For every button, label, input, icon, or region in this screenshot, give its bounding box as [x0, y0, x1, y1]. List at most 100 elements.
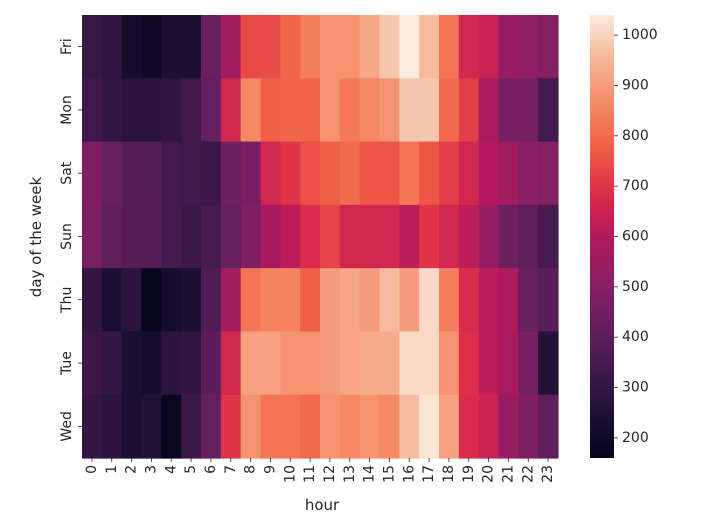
heatmap-cell-mon-19 — [458, 78, 480, 143]
heatmap-cell-mon-2 — [121, 78, 143, 143]
x-tick-label-16: 16 — [401, 465, 417, 483]
heatmap-cell-sun-23 — [538, 204, 559, 269]
heatmap-cell-tue-19 — [458, 331, 480, 396]
heatmap-cell-tue-12 — [320, 331, 341, 396]
heatmap-cell-sat-23 — [538, 141, 559, 206]
heatmap-cell-mon-23 — [538, 78, 559, 143]
heatmap-cell-mon-15 — [379, 78, 400, 143]
heatmap-cell-tue-21 — [498, 331, 519, 396]
heatmap-cell-fri-3 — [141, 15, 162, 79]
x-tick-label-21: 21 — [500, 465, 516, 483]
heatmap-cell-mon-13 — [339, 78, 361, 143]
colorbar-tick-label-900: 900 — [622, 77, 649, 93]
heatmap-cell-tue-23 — [538, 331, 559, 396]
heatmap-cell-sat-5 — [181, 141, 202, 206]
heatmap-cell-wed-19 — [458, 394, 480, 459]
heatmap-cell-fri-0 — [82, 15, 103, 79]
heatmap-cell-mon-8 — [240, 78, 262, 143]
heatmap-cell-mon-0 — [82, 78, 103, 143]
heatmap-cell-tue-11 — [300, 331, 321, 396]
heatmap-cell-thu-17 — [419, 268, 440, 333]
heatmap-cell-thu-1 — [101, 268, 123, 333]
y-axis-title: day of the week — [27, 177, 45, 298]
heatmap-cell-wed-8 — [240, 394, 262, 459]
x-tick-label-3: 3 — [143, 465, 159, 474]
heatmap-cell-sun-18 — [439, 204, 460, 269]
x-tick-label-6: 6 — [203, 465, 219, 474]
heatmap-cell-wed-14 — [359, 394, 381, 459]
heatmap-cell-mon-17 — [419, 78, 440, 143]
heatmap-cell-tue-13 — [339, 331, 361, 396]
heatmap-cell-tue-4 — [161, 331, 182, 396]
heatmap-cell-mon-1 — [101, 78, 123, 143]
heatmap-cell-sun-6 — [201, 204, 222, 269]
heatmap-cell-fri-6 — [201, 15, 222, 79]
heatmap-cell-fri-14 — [359, 15, 381, 79]
heatmap-cell-tue-3 — [141, 331, 162, 396]
heatmap-cell-fri-17 — [419, 15, 440, 79]
heatmap-cell-sat-10 — [280, 141, 301, 206]
heatmap-cell-sat-1 — [101, 141, 123, 206]
heatmap-cell-sat-18 — [439, 141, 460, 206]
heatmap-cell-sat-15 — [379, 141, 400, 206]
heatmap-cell-mon-14 — [359, 78, 381, 143]
heatmap-cell-tue-17 — [419, 331, 440, 396]
heatmap-cell-tue-16 — [399, 331, 420, 396]
heatmap-cell-tue-6 — [201, 331, 222, 396]
heatmap-cell-fri-8 — [240, 15, 262, 79]
heatmap-cell-tue-9 — [260, 331, 281, 396]
heatmap-cell-wed-11 — [300, 394, 321, 459]
heatmap-cell-wed-7 — [220, 394, 242, 459]
heatmap-cell-sat-7 — [220, 141, 242, 206]
heatmap-cell-fri-10 — [280, 15, 301, 79]
heatmap-cell-sun-1 — [101, 204, 123, 269]
heatmap-cell-sat-9 — [260, 141, 281, 206]
heatmap-cell-mon-16 — [399, 78, 420, 143]
heatmap-cell-tue-22 — [518, 331, 539, 396]
heatmap-cell-wed-22 — [518, 394, 539, 459]
heatmap-cell-mon-7 — [220, 78, 242, 143]
heatmap-cell-wed-15 — [379, 394, 400, 459]
heatmap-cell-sun-3 — [141, 204, 162, 269]
heatmap-cell-fri-22 — [518, 15, 539, 79]
heatmap-cell-tue-20 — [478, 331, 500, 396]
heatmap-cell-tue-1 — [101, 331, 123, 396]
heatmap-cell-mon-18 — [439, 78, 460, 143]
heatmap-cell-fri-13 — [339, 15, 361, 79]
heatmap-cell-sat-4 — [161, 141, 182, 206]
heatmap-cell-wed-6 — [201, 394, 222, 459]
heatmap-cell-sat-21 — [498, 141, 519, 206]
heatmap-cell-wed-3 — [141, 394, 162, 459]
heatmap-cell-mon-20 — [478, 78, 500, 143]
heatmap-cell-thu-12 — [320, 268, 341, 333]
x-tick-label-7: 7 — [223, 465, 239, 474]
x-tick-label-19: 19 — [461, 465, 477, 483]
heatmap-cell-wed-1 — [101, 394, 123, 459]
heatmap-cell-tue-15 — [379, 331, 400, 396]
heatmap-cell-sat-13 — [339, 141, 361, 206]
heatmap-cell-tue-5 — [181, 331, 202, 396]
x-tick-label-8: 8 — [243, 465, 259, 474]
heatmap-cell-thu-6 — [201, 268, 222, 333]
heatmap-cell-sat-8 — [240, 141, 262, 206]
heatmap-cell-tue-14 — [359, 331, 381, 396]
y-tick-label-mon: Mon — [59, 95, 75, 125]
heatmap-cell-sun-4 — [161, 204, 182, 269]
heatmap-cell-fri-23 — [538, 15, 559, 79]
colorbar-tick-label-300: 300 — [622, 380, 649, 396]
heatmap-cell-thu-7 — [220, 268, 242, 333]
y-tick-label-wed: Wed — [59, 411, 75, 442]
colorbar-ticks: 200 300 400 500 600 700 800 900 1000 — [614, 27, 658, 446]
heatmap-cell-sun-9 — [260, 204, 281, 269]
heatmap-cell-thu-5 — [181, 268, 202, 333]
heatmap-cell-sat-2 — [121, 141, 143, 206]
heatmap-cell-fri-20 — [478, 15, 500, 79]
heatmap-cell-tue-18 — [439, 331, 460, 396]
x-tick-label-17: 17 — [421, 465, 437, 483]
heatmap-cell-fri-16 — [399, 15, 420, 79]
heatmap-cell-sun-17 — [419, 204, 440, 269]
colorbar-tick-label-1000: 1000 — [622, 27, 658, 43]
heatmap-cell-mon-11 — [300, 78, 321, 143]
heatmap-cell-sun-22 — [518, 204, 539, 269]
